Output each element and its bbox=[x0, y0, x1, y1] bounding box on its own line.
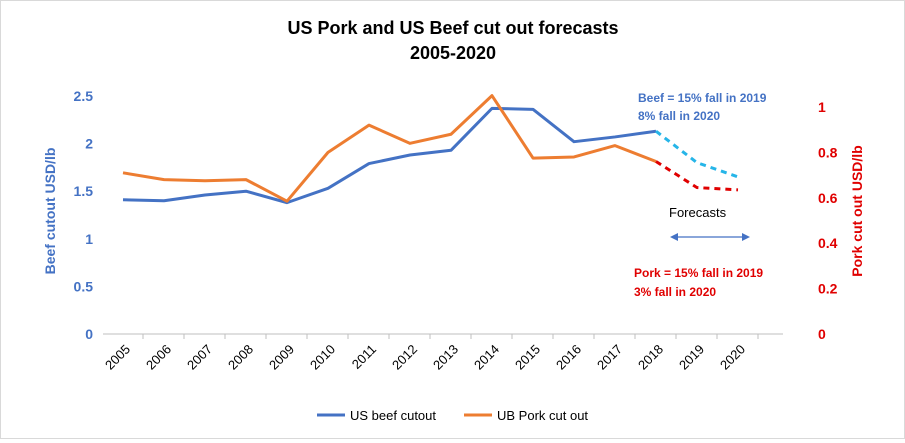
x-tick-label: 2012 bbox=[389, 342, 420, 373]
x-tick-label: 2008 bbox=[225, 342, 256, 373]
right-y-axis-label: Pork cut out USD/lb bbox=[849, 145, 865, 276]
left-y-axis: 0 0.5 1 1.5 2 2.5 bbox=[74, 88, 94, 342]
arrow-left-icon bbox=[670, 233, 678, 241]
left-y-tick-label: 1.5 bbox=[74, 183, 94, 199]
pork-annotation-line2: 3% fall in 2020 bbox=[634, 285, 716, 299]
x-tick-label: 2019 bbox=[676, 342, 707, 373]
legend-label-pork: UB Pork cut out bbox=[497, 408, 588, 423]
legend: US beef cutout UB Pork cut out bbox=[317, 408, 588, 423]
left-y-tick-label: 1 bbox=[85, 231, 93, 247]
right-y-tick-label: 0.6 bbox=[818, 190, 838, 206]
left-y-axis-label: Beef cutout USD/lb bbox=[42, 148, 58, 275]
forecast-line-pork bbox=[656, 161, 738, 189]
right-y-tick-label: 1 bbox=[818, 99, 826, 115]
chart-title-line1: US Pork and US Beef cut out forecasts bbox=[287, 18, 618, 38]
forecast-range-arrow bbox=[670, 233, 750, 241]
left-y-tick-label: 0.5 bbox=[74, 278, 94, 294]
x-tick-label: 2018 bbox=[635, 342, 666, 373]
x-tick-label: 2013 bbox=[430, 342, 461, 373]
right-y-tick-label: 0.8 bbox=[818, 144, 838, 160]
left-y-tick-label: 0 bbox=[85, 326, 93, 342]
right-y-axis: 0 0.2 0.4 0.6 0.8 1 bbox=[818, 99, 838, 342]
left-y-tick-label: 2 bbox=[85, 136, 93, 152]
beef-annotation-line1: Beef = 15% fall in 2019 bbox=[638, 91, 767, 105]
x-tick-label: 2006 bbox=[143, 342, 174, 373]
x-axis: 2005 2006 2007 2008 2009 2010 2011 2012 2013 2014… bbox=[102, 334, 758, 373]
x-tick-label: 2014 bbox=[471, 342, 502, 373]
pork-annotation-line1: Pork = 15% fall in 2019 bbox=[634, 266, 763, 280]
arrow-right-icon bbox=[742, 233, 750, 241]
x-tick-label: 2020 bbox=[717, 342, 748, 373]
chart-title-line2: 2005-2020 bbox=[410, 43, 496, 63]
x-tick-label: 2009 bbox=[266, 342, 297, 373]
forecasts-label: Forecasts bbox=[669, 205, 727, 220]
right-y-tick-label: 0.2 bbox=[818, 281, 838, 297]
x-tick-label: 2017 bbox=[594, 342, 625, 373]
x-tick-label: 2005 bbox=[102, 342, 133, 373]
x-tick-label: 2007 bbox=[184, 342, 215, 373]
series-line-pork bbox=[123, 96, 656, 202]
beef-annotation-line2: 8% fall in 2020 bbox=[638, 109, 720, 123]
legend-label-beef: US beef cutout bbox=[350, 408, 436, 423]
left-y-tick-label: 2.5 bbox=[74, 88, 94, 104]
x-tick-label: 2011 bbox=[349, 342, 379, 372]
x-tick-label: 2016 bbox=[553, 342, 584, 373]
x-tick-label: 2015 bbox=[512, 342, 543, 373]
x-tick-label: 2010 bbox=[307, 342, 338, 373]
right-y-tick-label: 0 bbox=[818, 326, 826, 342]
right-y-tick-label: 0.4 bbox=[818, 235, 838, 251]
